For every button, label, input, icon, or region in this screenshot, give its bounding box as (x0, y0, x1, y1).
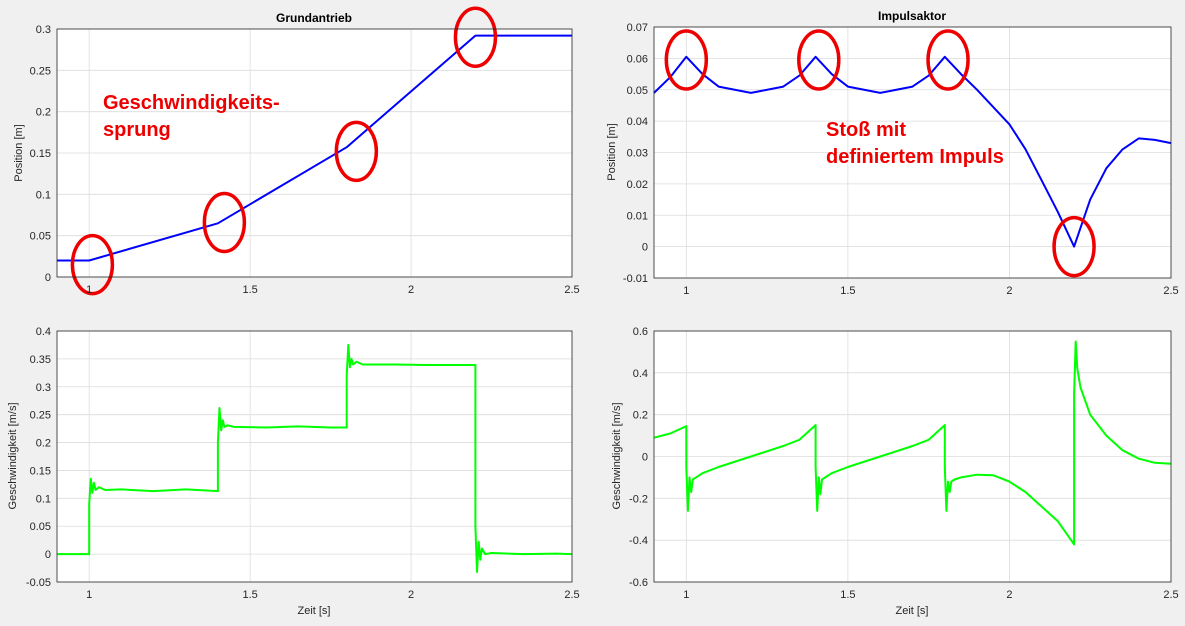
highlight-markers (70, 6, 498, 296)
x-tick-label: 1.5 (840, 589, 855, 601)
highlight-circle (664, 29, 709, 91)
annotation-line-2: sprung (103, 119, 171, 141)
y-tick-label: 0.2 (36, 438, 51, 450)
y-tick-label: 0.3 (36, 24, 51, 36)
x-tick-label: 2.5 (564, 589, 579, 601)
chart-grundantrieb-position: 0 0.05 0.1 0.15 0.2 0.25 0.3 1 1.5 2 2.5 Grundant… (13, 6, 580, 296)
y-tick-label: -0.6 (629, 577, 648, 589)
y-tick-label: 0.4 (36, 326, 51, 338)
y-tick-label: 0.3 (36, 382, 51, 394)
y-tick-label: 0.05 (30, 231, 51, 243)
y-tick-label: -0.05 (26, 577, 51, 589)
y-tick-label: -0.4 (629, 535, 648, 547)
highlight-circle (70, 233, 115, 296)
y-tick-label: 0.02 (627, 179, 648, 191)
y-tick-label: -0.01 (623, 273, 648, 285)
chart-title: Impulsaktor (878, 9, 946, 23)
y-tick-label: 0.15 (30, 148, 51, 160)
y-tick-label: 0 (642, 452, 648, 464)
y-tick-labels: 0 0.05 0.1 0.15 0.2 0.25 0.3 (30, 24, 51, 284)
series-line (653, 55, 1172, 248)
y-tick-labels: -0.01 0 0.01 0.02 0.03 0.04 0.05 0.06 0.07 (623, 22, 648, 285)
highlight-circle (1052, 215, 1096, 278)
y-tick-label: 0.2 (36, 107, 51, 119)
chart-grundantrieb-velocity: -0.05 0 0.05 0.1 0.15 0.2 0.25 0.3 0.35 0.4 1 1.5 2… (7, 326, 580, 617)
annotation-line-1: Stoß mit (826, 119, 906, 141)
y-tick-label: 0.15 (30, 465, 51, 477)
annotation-line-1: Geschwindigkeits- (103, 92, 280, 114)
x-tick-label: 1 (683, 285, 689, 297)
x-tick-label: 1 (683, 589, 689, 601)
y-tick-label: 0.35 (30, 354, 51, 366)
highlight-circle (797, 29, 841, 91)
series-line (57, 343, 573, 573)
y-tick-labels: -0.05 0 0.05 0.1 0.15 0.2 0.25 0.3 0.35 0.4 (26, 326, 51, 589)
highlight-circle (453, 6, 498, 69)
series-lines (57, 343, 573, 573)
plot-frame (653, 330, 1172, 583)
x-tick-label: 2 (408, 284, 414, 296)
y-axis-label: Position [m] (13, 124, 25, 181)
plot-area (57, 331, 572, 582)
highlight-circle (334, 120, 379, 183)
x-tick-labels: 1 1.5 2 2.5 (683, 589, 1178, 601)
y-tick-label: 0.6 (633, 326, 648, 338)
series-lines (653, 55, 1172, 248)
series-line (653, 340, 1172, 546)
y-axis-label: Position [m] (606, 123, 618, 180)
y-tick-label: 0.1 (36, 189, 51, 201)
x-tick-labels: 1 1.5 2 2.5 (86, 284, 580, 296)
x-tick-label: 1 (86, 284, 92, 296)
x-tick-label: 2.5 (1163, 285, 1178, 297)
y-tick-label: 0.05 (627, 85, 648, 97)
plot-frame (56, 28, 573, 278)
x-tick-labels: 1 1.5 2 2.5 (683, 285, 1178, 297)
y-tick-label: 0.2 (633, 410, 648, 422)
plot-frame (56, 330, 573, 583)
y-tick-label: 0.06 (627, 53, 648, 65)
x-tick-label: 2.5 (564, 284, 579, 296)
y-tick-label: 0.1 (36, 493, 51, 505)
x-tick-label: 2 (408, 589, 414, 601)
highlight-circle (926, 29, 970, 91)
chart-impulsaktor-velocity: -0.6 -0.4 -0.2 0 0.2 0.4 0.6 1 1.5 2 2.5 Zeit [s]… (611, 326, 1179, 617)
y-tick-label: 0.07 (627, 22, 648, 34)
highlight-circle (202, 191, 247, 254)
y-tick-label: -0.2 (629, 493, 648, 505)
x-axis-label: Zeit [s] (895, 605, 928, 617)
y-axis-label: Geschwindigkeit [m/s] (7, 403, 19, 510)
chart-impulsaktor-position: -0.01 0 0.01 0.02 0.03 0.04 0.05 0.06 0.07 1 1.5 2… (606, 9, 1179, 297)
y-tick-label: 0.04 (627, 116, 648, 128)
y-tick-label: 0 (642, 242, 648, 254)
x-tick-label: 1.5 (840, 285, 855, 297)
y-tick-label: 0.05 (30, 521, 51, 533)
highlight-markers (664, 29, 1096, 278)
chart-title: Grundantrieb (276, 11, 352, 25)
x-tick-label: 1.5 (242, 589, 257, 601)
x-axis-label: Zeit [s] (297, 605, 330, 617)
y-tick-label: 0.25 (30, 410, 51, 422)
series-lines (653, 340, 1172, 546)
x-tick-labels: 1 1.5 2 2.5 (86, 589, 580, 601)
series-line (57, 34, 572, 262)
x-tick-label: 1.5 (242, 284, 257, 296)
x-tick-label: 2.5 (1163, 589, 1178, 601)
y-tick-label: 0.01 (627, 210, 648, 222)
y-tick-label: 0.25 (30, 65, 51, 77)
y-tick-labels: -0.6 -0.4 -0.2 0 0.2 0.4 0.6 (629, 326, 648, 589)
x-tick-label: 1 (86, 589, 92, 601)
y-tick-label: 0 (45, 272, 51, 284)
y-tick-label: 0.4 (633, 368, 648, 380)
y-axis-label: Geschwindigkeit [m/s] (611, 403, 623, 510)
y-tick-label: 0.03 (627, 148, 648, 160)
x-tick-label: 2 (1006, 285, 1012, 297)
annotation-line-2: definiertem Impuls (826, 146, 1004, 168)
series-lines (57, 34, 572, 262)
x-tick-label: 2 (1006, 589, 1012, 601)
plot-frame (653, 26, 1172, 279)
y-tick-label: 0 (45, 549, 51, 561)
